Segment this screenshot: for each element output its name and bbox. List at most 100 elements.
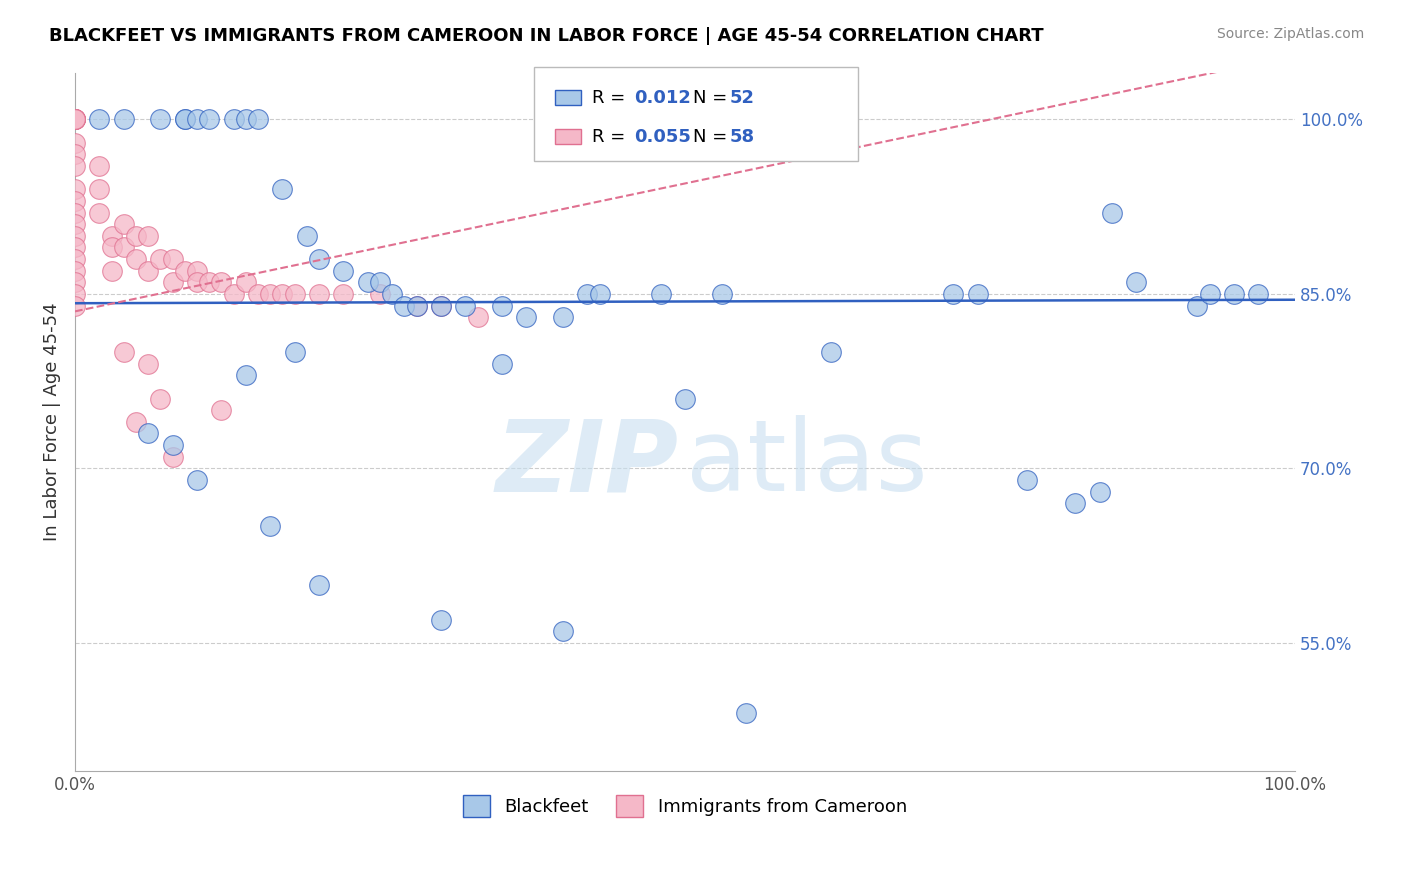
Text: 0.012: 0.012 <box>634 89 690 107</box>
Point <box>222 287 245 301</box>
Point <box>136 357 159 371</box>
Point <box>186 275 208 289</box>
Point <box>650 287 672 301</box>
Point <box>673 392 696 406</box>
Point <box>271 182 294 196</box>
Point <box>63 112 86 127</box>
Point <box>247 287 270 301</box>
Point <box>942 287 965 301</box>
Point <box>235 112 257 127</box>
Point <box>63 217 86 231</box>
Point <box>136 228 159 243</box>
Point <box>100 240 122 254</box>
Text: 52: 52 <box>730 89 755 107</box>
Point <box>332 263 354 277</box>
Point <box>430 613 453 627</box>
Point <box>186 473 208 487</box>
Point <box>63 159 86 173</box>
Point <box>209 403 232 417</box>
Point <box>186 263 208 277</box>
Point <box>63 112 86 127</box>
Point <box>284 287 307 301</box>
Point <box>63 112 86 127</box>
Point <box>100 228 122 243</box>
Point <box>308 287 330 301</box>
Point <box>112 217 135 231</box>
Text: 0.055: 0.055 <box>634 128 690 146</box>
Point <box>454 299 477 313</box>
Point <box>63 228 86 243</box>
Point <box>491 357 513 371</box>
Point <box>173 112 195 127</box>
Point <box>1187 299 1209 313</box>
Text: ZIP: ZIP <box>496 415 679 512</box>
Point <box>235 368 257 383</box>
Point <box>1015 473 1038 487</box>
Point <box>271 287 294 301</box>
Point <box>820 345 842 359</box>
Point <box>162 252 184 266</box>
Point <box>63 136 86 150</box>
Text: R =: R = <box>592 89 631 107</box>
Point <box>1247 287 1270 301</box>
Point <box>198 112 221 127</box>
Point <box>63 252 86 266</box>
Point <box>247 112 270 127</box>
Point <box>259 287 281 301</box>
Point <box>357 275 380 289</box>
Point <box>112 240 135 254</box>
Point <box>63 112 86 127</box>
Point <box>162 438 184 452</box>
Point <box>136 263 159 277</box>
Point <box>149 112 172 127</box>
Text: N =: N = <box>693 128 733 146</box>
Point <box>368 275 391 289</box>
Point <box>1088 484 1111 499</box>
Point <box>125 252 148 266</box>
Point <box>63 182 86 196</box>
Point <box>136 426 159 441</box>
Point <box>63 205 86 219</box>
Point <box>259 519 281 533</box>
Point <box>63 275 86 289</box>
Point <box>222 112 245 127</box>
Point <box>63 194 86 208</box>
Point <box>63 287 86 301</box>
Point <box>149 252 172 266</box>
Point <box>162 275 184 289</box>
Point <box>735 706 758 720</box>
Point <box>63 263 86 277</box>
Y-axis label: In Labor Force | Age 45-54: In Labor Force | Age 45-54 <box>44 302 60 541</box>
Point <box>89 205 111 219</box>
Point <box>63 112 86 127</box>
Point <box>515 310 537 325</box>
Point <box>491 299 513 313</box>
Point <box>173 112 195 127</box>
Point <box>284 345 307 359</box>
Point <box>125 228 148 243</box>
Point <box>332 287 354 301</box>
Point <box>588 287 610 301</box>
Point <box>308 577 330 591</box>
Point <box>394 299 416 313</box>
Point <box>381 287 404 301</box>
Point <box>576 287 599 301</box>
Point <box>112 112 135 127</box>
Point <box>1125 275 1147 289</box>
Point <box>430 299 453 313</box>
Text: N =: N = <box>693 89 733 107</box>
Point <box>710 287 733 301</box>
Point <box>112 345 135 359</box>
Point <box>295 228 318 243</box>
Point <box>63 112 86 127</box>
Point <box>368 287 391 301</box>
Point <box>405 299 427 313</box>
Point <box>1101 205 1123 219</box>
Point <box>63 240 86 254</box>
Text: BLACKFEET VS IMMIGRANTS FROM CAMEROON IN LABOR FORCE | AGE 45-54 CORRELATION CHA: BLACKFEET VS IMMIGRANTS FROM CAMEROON IN… <box>49 27 1043 45</box>
Point <box>430 299 453 313</box>
Point <box>89 112 111 127</box>
Text: Source: ZipAtlas.com: Source: ZipAtlas.com <box>1216 27 1364 41</box>
Point <box>89 159 111 173</box>
Point <box>1064 496 1087 510</box>
